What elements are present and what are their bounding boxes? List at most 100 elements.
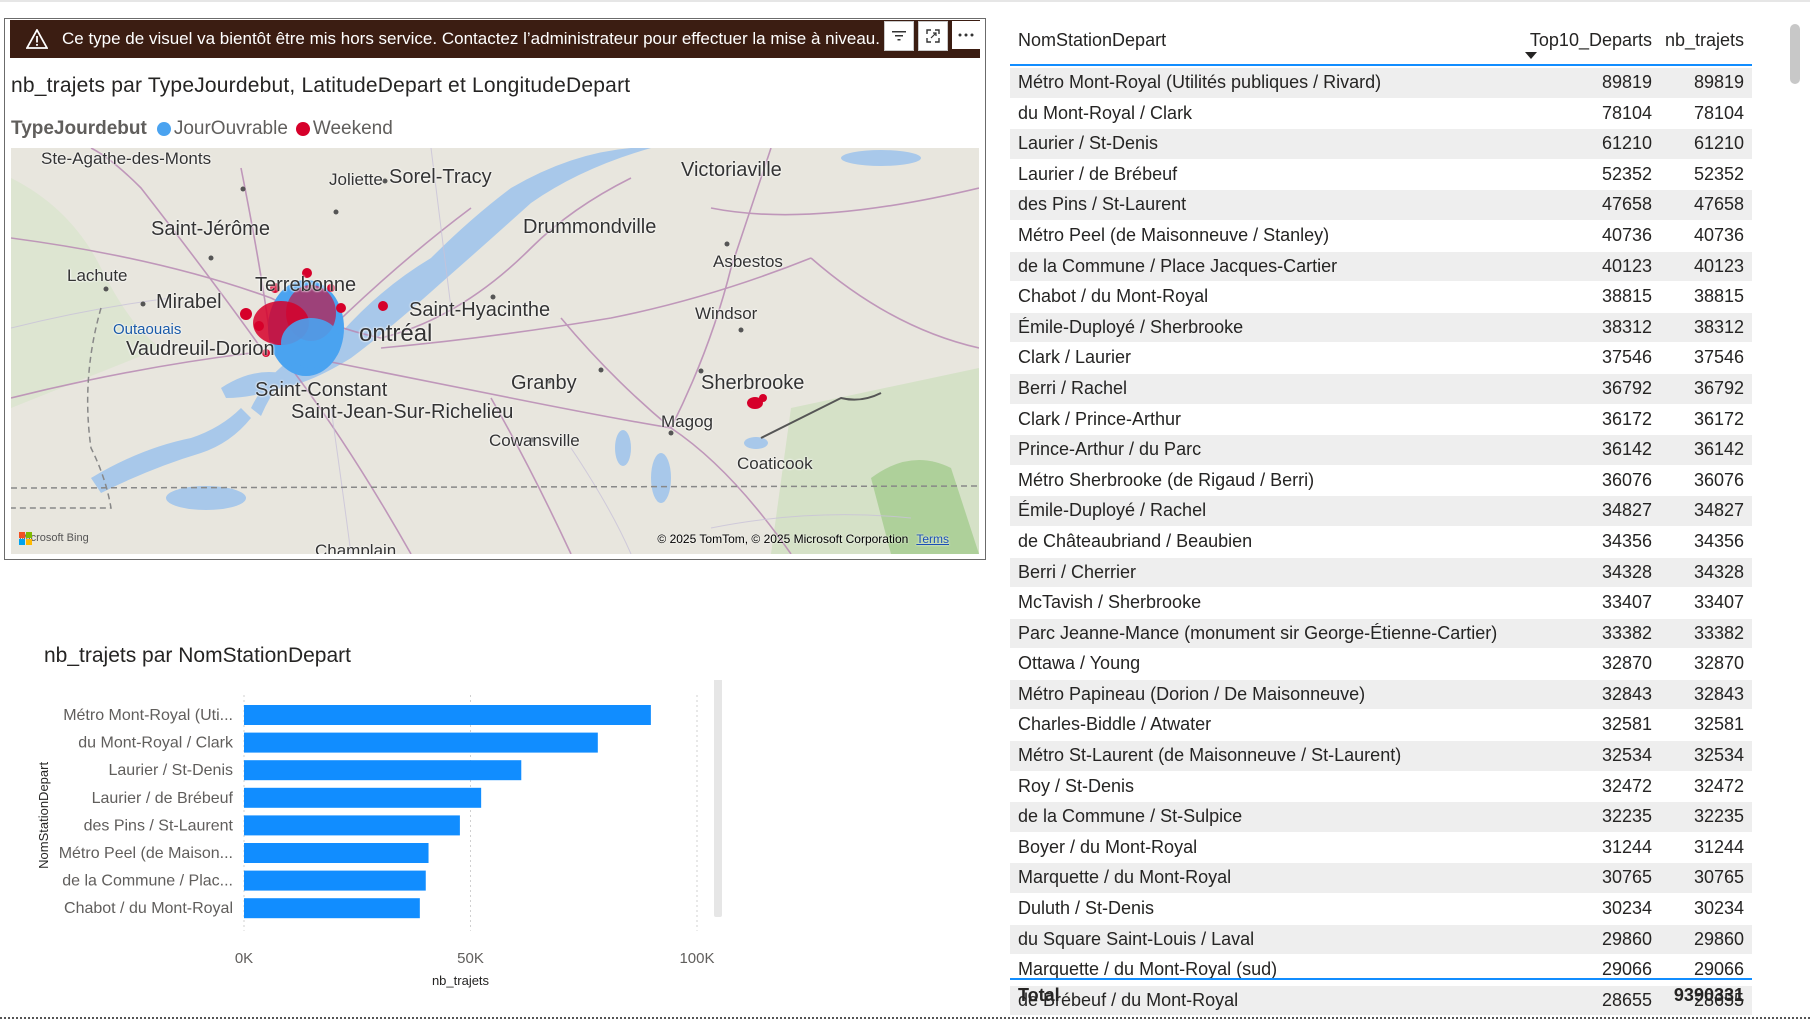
nb-trajets-cell: 28655 bbox=[1693, 989, 1744, 1010]
filter-button[interactable] bbox=[884, 21, 914, 51]
station-name-cell: Parc Jeanne-Mance (monument sir George-É… bbox=[1018, 622, 1498, 643]
top10-departs-cell: 36792 bbox=[1601, 377, 1652, 398]
table-scrollbar[interactable] bbox=[1790, 24, 1800, 84]
table-row[interactable]: McTavish / Sherbrooke 33407 33407 bbox=[1010, 588, 1752, 619]
nb-trajets-cell: 32843 bbox=[1693, 683, 1744, 704]
top10-departs-cell: 29860 bbox=[1601, 928, 1652, 949]
table-row[interactable]: Marquette / du Mont-Royal (sud) 29066 2906… bbox=[1010, 955, 1752, 986]
table-row[interactable]: du Square Saint-Louis / Laval 29860 29860 bbox=[1010, 924, 1752, 956]
terms-link[interactable]: Terms bbox=[916, 532, 949, 546]
map-label-outaouais: Outaouais bbox=[113, 321, 182, 338]
y-category-label: des Pins / St-Laurent bbox=[84, 817, 234, 834]
table-row[interactable]: Chabot / du Mont-Royal 38815 38815 bbox=[1010, 282, 1752, 313]
y-category-label: Métro Mont-Royal (Uti... bbox=[63, 707, 233, 724]
table-row[interactable]: Émile-Duployé / Rachel 34827 34827 bbox=[1010, 496, 1752, 527]
table-row[interactable]: Métro St-Laurent (de Maisonneuve / St-La… bbox=[1010, 741, 1752, 772]
focus-mode-icon bbox=[926, 29, 940, 43]
bar[interactable] bbox=[244, 705, 651, 725]
bar[interactable] bbox=[244, 870, 426, 891]
column-header-top10-departs[interactable]: Top10_Departs bbox=[1529, 30, 1652, 50]
column-header-nomstationdepart[interactable]: NomStationDepart bbox=[1018, 30, 1167, 50]
legend-dot-jourouvrable bbox=[156, 122, 171, 136]
sherbrooke-trip-cluster[interactable] bbox=[747, 394, 767, 409]
table-row[interactable]: des Pins / St-Laurent 47658 47658 bbox=[1010, 190, 1752, 221]
station-name-cell: Clark / Prince-Arthur bbox=[1018, 408, 1182, 429]
top10-departs-cell: 52352 bbox=[1601, 163, 1652, 184]
station-name-cell: de Brébeuf / du Mont-Royal bbox=[1018, 989, 1239, 1010]
station-name-cell: Laurier / St-Denis bbox=[1018, 133, 1159, 154]
table-row[interactable]: Charles-Biddle / Atwater 32581 32581 bbox=[1010, 710, 1752, 742]
table-row[interactable]: Berri / Rachel 36792 36792 bbox=[1010, 373, 1752, 405]
table-row[interactable]: Marquette / du Mont-Royal 30765 30765 bbox=[1010, 863, 1752, 895]
map-basemap bbox=[11, 148, 979, 554]
nb-trajets-cell: 34356 bbox=[1693, 530, 1744, 551]
map-label-granby: Granby bbox=[511, 372, 577, 394]
table-row[interactable]: Métro Sherbrooke (de Rigaud / Berri) 3607… bbox=[1010, 466, 1752, 497]
station-name-cell: Métro Peel (de Maisonneuve / Stanley) bbox=[1018, 224, 1330, 245]
legend-item-weekend[interactable]: Weekend bbox=[295, 118, 393, 140]
map-label-asbestos: Asbestos bbox=[713, 252, 783, 271]
station-name-cell: de Châteaubriand / Beaubien bbox=[1018, 530, 1253, 551]
table-row[interactable]: Émile-Duployé / Sherbrooke 38312 38312 bbox=[1010, 312, 1752, 344]
table-row[interactable]: Prince-Arthur / du Parc 36142 36142 bbox=[1010, 435, 1752, 466]
table-row[interactable]: de Brébeuf / du Mont-Royal 28655 28655 bbox=[1010, 985, 1752, 1017]
map-label-cowansville: Cowansville bbox=[489, 431, 580, 450]
table-row[interactable]: Roy / St-Denis 32472 32472 bbox=[1010, 772, 1752, 803]
x-tick-label: 50K bbox=[457, 950, 484, 967]
map-label-victoriaville: Victoriaville bbox=[681, 159, 782, 181]
table-row[interactable]: Boyer / du Mont-Royal 31244 31244 bbox=[1010, 833, 1752, 864]
map-label-lachute: Lachute bbox=[67, 266, 128, 285]
table-row[interactable]: Métro Peel (de Maisonneuve / Stanley) 407… bbox=[1010, 221, 1752, 252]
bar-chart-visual[interactable]: nb_trajets par NomStationDepart 0K 50K 100… bbox=[30, 640, 850, 1015]
top10-departs-cell: 30765 bbox=[1601, 867, 1652, 888]
bar[interactable] bbox=[244, 732, 598, 753]
focus-mode-button[interactable] bbox=[918, 21, 948, 51]
station-name-cell: Roy / St-Denis bbox=[1018, 775, 1135, 796]
table-visual[interactable]: NomStationDepart Top10_Departs nb_trajet… bbox=[1010, 20, 1760, 1017]
bar[interactable] bbox=[244, 760, 522, 781]
bar[interactable] bbox=[244, 787, 482, 808]
nb-trajets-cell: 32534 bbox=[1693, 745, 1744, 766]
y-category-label: Chabot / du Mont-Royal bbox=[64, 900, 233, 917]
table-row[interactable]: Métro Mont-Royal (Utilités publiques / R… bbox=[1010, 68, 1752, 99]
bar[interactable] bbox=[244, 843, 429, 863]
table-row[interactable]: Clark / Prince-Arthur 36172 36172 bbox=[1010, 405, 1752, 436]
table-row[interactable]: Laurier / St-Denis 61210 61210 bbox=[1010, 129, 1752, 160]
table-row[interactable]: de Châteaubriand / Beaubien 34356 34356 bbox=[1010, 527, 1752, 558]
more-options-button[interactable] bbox=[952, 21, 980, 49]
x-tick-label: 100K bbox=[679, 950, 714, 967]
y-category-label: du Mont-Royal / Clark bbox=[78, 735, 234, 752]
nb-trajets-cell: 31244 bbox=[1693, 836, 1744, 857]
nb-trajets-cell: 30234 bbox=[1693, 898, 1744, 919]
nb-trajets-cell: 32472 bbox=[1693, 775, 1744, 796]
table-row[interactable]: de la Commune / Place Jacques-Cartier 401… bbox=[1010, 251, 1752, 283]
map-visual[interactable]: Ce type de visuel va bientôt être mis ho… bbox=[4, 18, 986, 560]
legend-item-jourouvrable[interactable]: JourOuvrable bbox=[156, 118, 288, 140]
montreal-trip-cluster[interactable] bbox=[240, 268, 388, 376]
table-row[interactable]: du Mont-Royal / Clark 78104 78104 bbox=[1010, 99, 1752, 130]
chart-scrollbar[interactable] bbox=[714, 680, 722, 917]
nb-trajets-cell: 34827 bbox=[1693, 500, 1744, 521]
map-canvas[interactable]: Ste-Agathe-des-Monts Joliette Sorel-Trac… bbox=[11, 148, 979, 554]
table-row[interactable]: Ottawa / Young 32870 32870 bbox=[1010, 649, 1752, 680]
table-row[interactable]: Clark / Laurier 37546 37546 bbox=[1010, 343, 1752, 374]
nb-trajets-cell: 36076 bbox=[1693, 469, 1744, 490]
bar[interactable] bbox=[244, 898, 420, 919]
table-row[interactable]: Métro Papineau (Dorion / De Maisonneuve)… bbox=[1010, 679, 1752, 711]
top10-departs-cell: 34356 bbox=[1601, 530, 1652, 551]
bar[interactable] bbox=[244, 815, 460, 836]
top10-departs-cell: 61210 bbox=[1601, 133, 1652, 154]
table-row[interactable]: Berri / Cherrier 34328 34328 bbox=[1010, 557, 1752, 589]
table-row[interactable]: de la Commune / St-Sulpice 32235 32235 bbox=[1010, 802, 1752, 833]
top10-departs-cell: 32472 bbox=[1601, 775, 1652, 796]
top10-departs-cell: 47658 bbox=[1601, 194, 1652, 215]
top10-departs-cell: 30234 bbox=[1601, 898, 1652, 919]
station-name-cell: Métro Sherbrooke (de Rigaud / Berri) bbox=[1018, 469, 1315, 490]
table-row[interactable]: Laurier / de Brébeuf 52352 52352 bbox=[1010, 160, 1752, 191]
top10-departs-cell: 32843 bbox=[1601, 683, 1652, 704]
top10-departs-cell: 40123 bbox=[1601, 255, 1652, 276]
table-row[interactable]: Parc Jeanne-Mance (monument sir George-É… bbox=[1010, 618, 1752, 650]
column-header-nb-trajets[interactable]: nb_trajets bbox=[1664, 30, 1744, 50]
table-row[interactable]: Duluth / St-Denis 30234 30234 bbox=[1010, 894, 1752, 925]
station-name-cell: Duluth / St-Denis bbox=[1018, 898, 1155, 919]
